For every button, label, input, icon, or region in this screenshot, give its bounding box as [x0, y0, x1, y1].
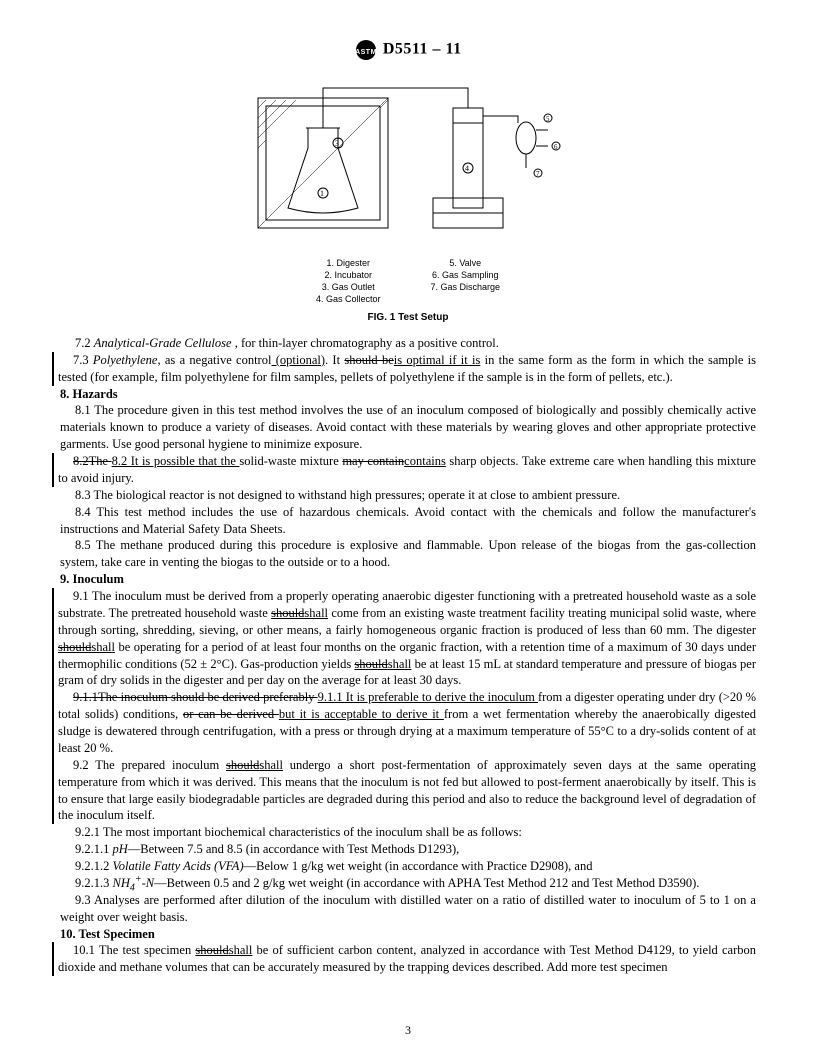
heading-9: 9. Inoculum	[60, 571, 756, 588]
svg-text:5: 5	[546, 115, 550, 123]
legend-item: 2. Incubator	[316, 269, 381, 281]
heading-8: 8. Hazards	[60, 386, 756, 403]
svg-text:6: 6	[554, 143, 558, 151]
legend-item: 5. Valve	[431, 257, 501, 269]
svg-text:1: 1	[320, 189, 324, 198]
para-9-1-1: 9.1.1The inoculum should be derived pref…	[58, 689, 756, 757]
test-setup-diagram: 1 3 4 5 6 7	[238, 68, 578, 248]
para-7-3: 7.3 Polyethylene, as a negative control …	[58, 352, 756, 386]
para-9-2-1-3: 9.2.1.3 NH4+-N—Between 0.5 and 2 g/kg we…	[60, 875, 756, 892]
page-number: 3	[0, 1022, 816, 1038]
legend-item: 4. Gas Collector	[316, 293, 381, 305]
para-8-2: 8.2The 8.2 It is possible that the solid…	[58, 453, 756, 487]
doc-number: D5511 – 11	[383, 41, 462, 58]
para-8-5: 8.5 The methane produced during this pro…	[60, 537, 756, 571]
legend-col-right: 5. Valve 6. Gas Sampling 7. Gas Discharg…	[431, 257, 501, 306]
body-text: 7.2 Analytical-Grade Cellulose , for thi…	[60, 335, 756, 976]
legend-item: 6. Gas Sampling	[431, 269, 501, 281]
legend-item: 1. Digester	[316, 257, 381, 269]
figure-caption: FIG. 1 Test Setup	[60, 311, 756, 325]
heading-10: 10. Test Specimen	[60, 926, 756, 943]
para-8-1: 8.1 The procedure given in this test met…	[60, 402, 756, 453]
para-8-3: 8.3 The biological reactor is not design…	[60, 487, 756, 504]
para-9-2-1: 9.2.1 The most important biochemical cha…	[60, 824, 756, 841]
para-8-4: 8.4 This test method includes the use of…	[60, 504, 756, 538]
para-9-3: 9.3 Analyses are performed after dilutio…	[60, 892, 756, 926]
para-9-2-1-2: 9.2.1.2 Volatile Fatty Acids (VFA)—Below…	[60, 858, 756, 875]
page: ASTM D5511 – 11 1	[0, 0, 816, 1056]
para-9-2: 9.2 The prepared inoculum shouldshall un…	[58, 757, 756, 825]
legend-item: 3. Gas Outlet	[316, 281, 381, 293]
para-9-2-1-1: 9.2.1.1 pH—Between 7.5 and 8.5 (in accor…	[60, 841, 756, 858]
legend-col-left: 1. Digester 2. Incubator 3. Gas Outlet 4…	[316, 257, 381, 306]
legend-item: 7. Gas Discharge	[431, 281, 501, 293]
figure-legend: 1. Digester 2. Incubator 3. Gas Outlet 4…	[60, 257, 756, 306]
svg-text:7: 7	[536, 170, 540, 178]
svg-text:3: 3	[335, 139, 339, 148]
doc-header: ASTM D5511 – 11	[60, 38, 756, 62]
para-9-1: 9.1 The inoculum must be derived from a …	[58, 588, 756, 689]
svg-text:ASTM: ASTM	[355, 49, 377, 56]
astm-logo-icon: ASTM	[354, 38, 378, 62]
para-10-1: 10.1 The test specimen shouldshall be of…	[58, 942, 756, 976]
figure-1: 1 3 4 5 6 7	[60, 68, 756, 325]
para-7-2: 7.2 Analytical-Grade Cellulose , for thi…	[60, 335, 756, 352]
svg-text:4: 4	[465, 164, 469, 173]
